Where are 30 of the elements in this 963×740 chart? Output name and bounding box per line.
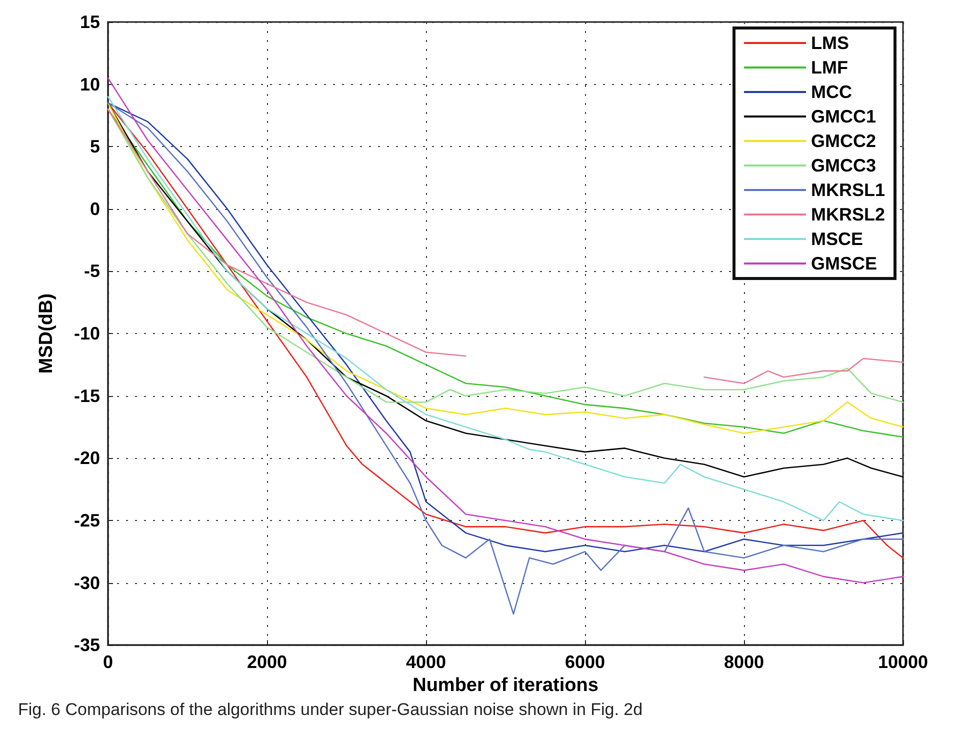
y-tick-label: -5 bbox=[84, 261, 100, 282]
legend-label: LMS bbox=[810, 33, 849, 53]
legend-label: GMCC3 bbox=[810, 156, 876, 176]
y-tick-label: -35 bbox=[74, 635, 100, 656]
legend-label: GMCC2 bbox=[810, 131, 876, 151]
x-tick-label: 0 bbox=[102, 652, 114, 672]
x-tick-label: 6000 bbox=[564, 652, 606, 672]
y-tick-label: -20 bbox=[74, 448, 100, 468]
x-axis-title: Number of iterations bbox=[412, 675, 598, 696]
x-tick-label: 2000 bbox=[246, 652, 288, 672]
y-tick-label: 15 bbox=[80, 12, 100, 32]
legend-label: LMF bbox=[810, 58, 848, 78]
x-tick-label: 4000 bbox=[406, 652, 446, 672]
caption: Fig. 6 Comparisons of the algorithms under super-Gaussian noise shown in Fig. 2d bbox=[18, 700, 644, 720]
legend-label: GMCC1 bbox=[810, 106, 876, 126]
y-axis-title: MSD(dB) bbox=[36, 293, 57, 374]
y-tick-label: -15 bbox=[74, 386, 100, 406]
legend-label: GMSCE bbox=[810, 254, 878, 274]
x-tick-label: 10000 bbox=[878, 652, 928, 672]
x-tick-label: 8000 bbox=[724, 652, 764, 672]
legend-label: MKRSL1 bbox=[810, 180, 886, 200]
legend-label: MKRSL2 bbox=[810, 204, 886, 224]
y-tick-label: -25 bbox=[74, 510, 100, 530]
legend-label: MSCE bbox=[810, 229, 864, 249]
y-tick-label: -30 bbox=[74, 572, 100, 593]
y-tick-label: 0 bbox=[90, 198, 100, 219]
y-tick-label: -10 bbox=[74, 324, 100, 344]
y-tick-label: 5 bbox=[90, 136, 100, 157]
legend-label: MCC bbox=[810, 82, 852, 102]
y-tick-label: 10 bbox=[80, 74, 100, 94]
